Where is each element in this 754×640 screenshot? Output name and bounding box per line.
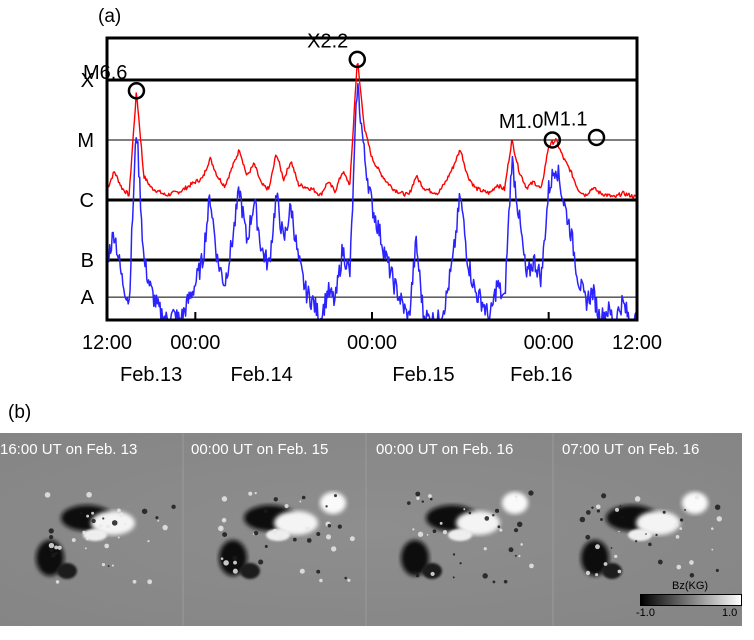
magnetogram-title-3: 00:00 UT on Feb. 16 [376, 441, 514, 458]
flare-label: X2.2 [307, 30, 348, 52]
colorbar-max: 1.0 [722, 607, 738, 619]
date-label: Feb.14 [230, 364, 292, 386]
date-label: Feb.13 [120, 364, 182, 386]
colorbar [640, 594, 742, 606]
magnetogram-panel [36, 491, 176, 585]
x-tick-label: 12:00 [82, 332, 132, 354]
goes-xray-chart: X M C BA 12:00 00:00 00:00 00:00 12:00 Feb.13 Feb… [77, 30, 662, 386]
panel-a-label: (a) [98, 6, 122, 27]
magnetogram-title-1: 16:00 UT on Feb. 13 [0, 441, 138, 458]
date-label: Feb.15 [392, 364, 454, 386]
level-label-a: A [81, 287, 95, 309]
flare-marker [127, 82, 146, 100]
x-tick-label: 00:00 [170, 332, 220, 354]
date-label: Feb.16 [510, 364, 572, 386]
x-tick-label: 00:00 [347, 332, 397, 354]
flare-marker [587, 128, 606, 147]
magnetogram-panel [218, 491, 355, 583]
magnetogram-panel [401, 490, 534, 584]
panel-b-label: (b) [8, 402, 32, 423]
colorbar-label: Bz(KG) [672, 580, 709, 592]
level-label-m: M [77, 130, 94, 152]
flare-label: M1.1 [543, 108, 587, 130]
colorbar-min: -1.0 [636, 607, 655, 619]
x-tick-label: 12:00 [612, 332, 662, 354]
level-label-b: B [81, 250, 94, 272]
flare-label: M6.6 [83, 62, 127, 84]
level-label-c: C [80, 190, 94, 212]
magnetogram-title-2: 00:00 UT on Feb. 15 [191, 441, 329, 458]
magnetogram-panel [579, 492, 722, 579]
magnetogram-images [0, 433, 742, 626]
magnetogram-title-4: 07:00 UT on Feb. 16 [562, 441, 700, 458]
magnetogram-strip [0, 433, 742, 626]
blue-flux-curve [106, 82, 638, 321]
x-tick-label: 00:00 [524, 332, 574, 354]
flare-label: M1.0 [499, 111, 543, 133]
flare-marker [543, 131, 562, 149]
level-label-x: X [81, 70, 94, 92]
flare-marker [348, 50, 367, 69]
